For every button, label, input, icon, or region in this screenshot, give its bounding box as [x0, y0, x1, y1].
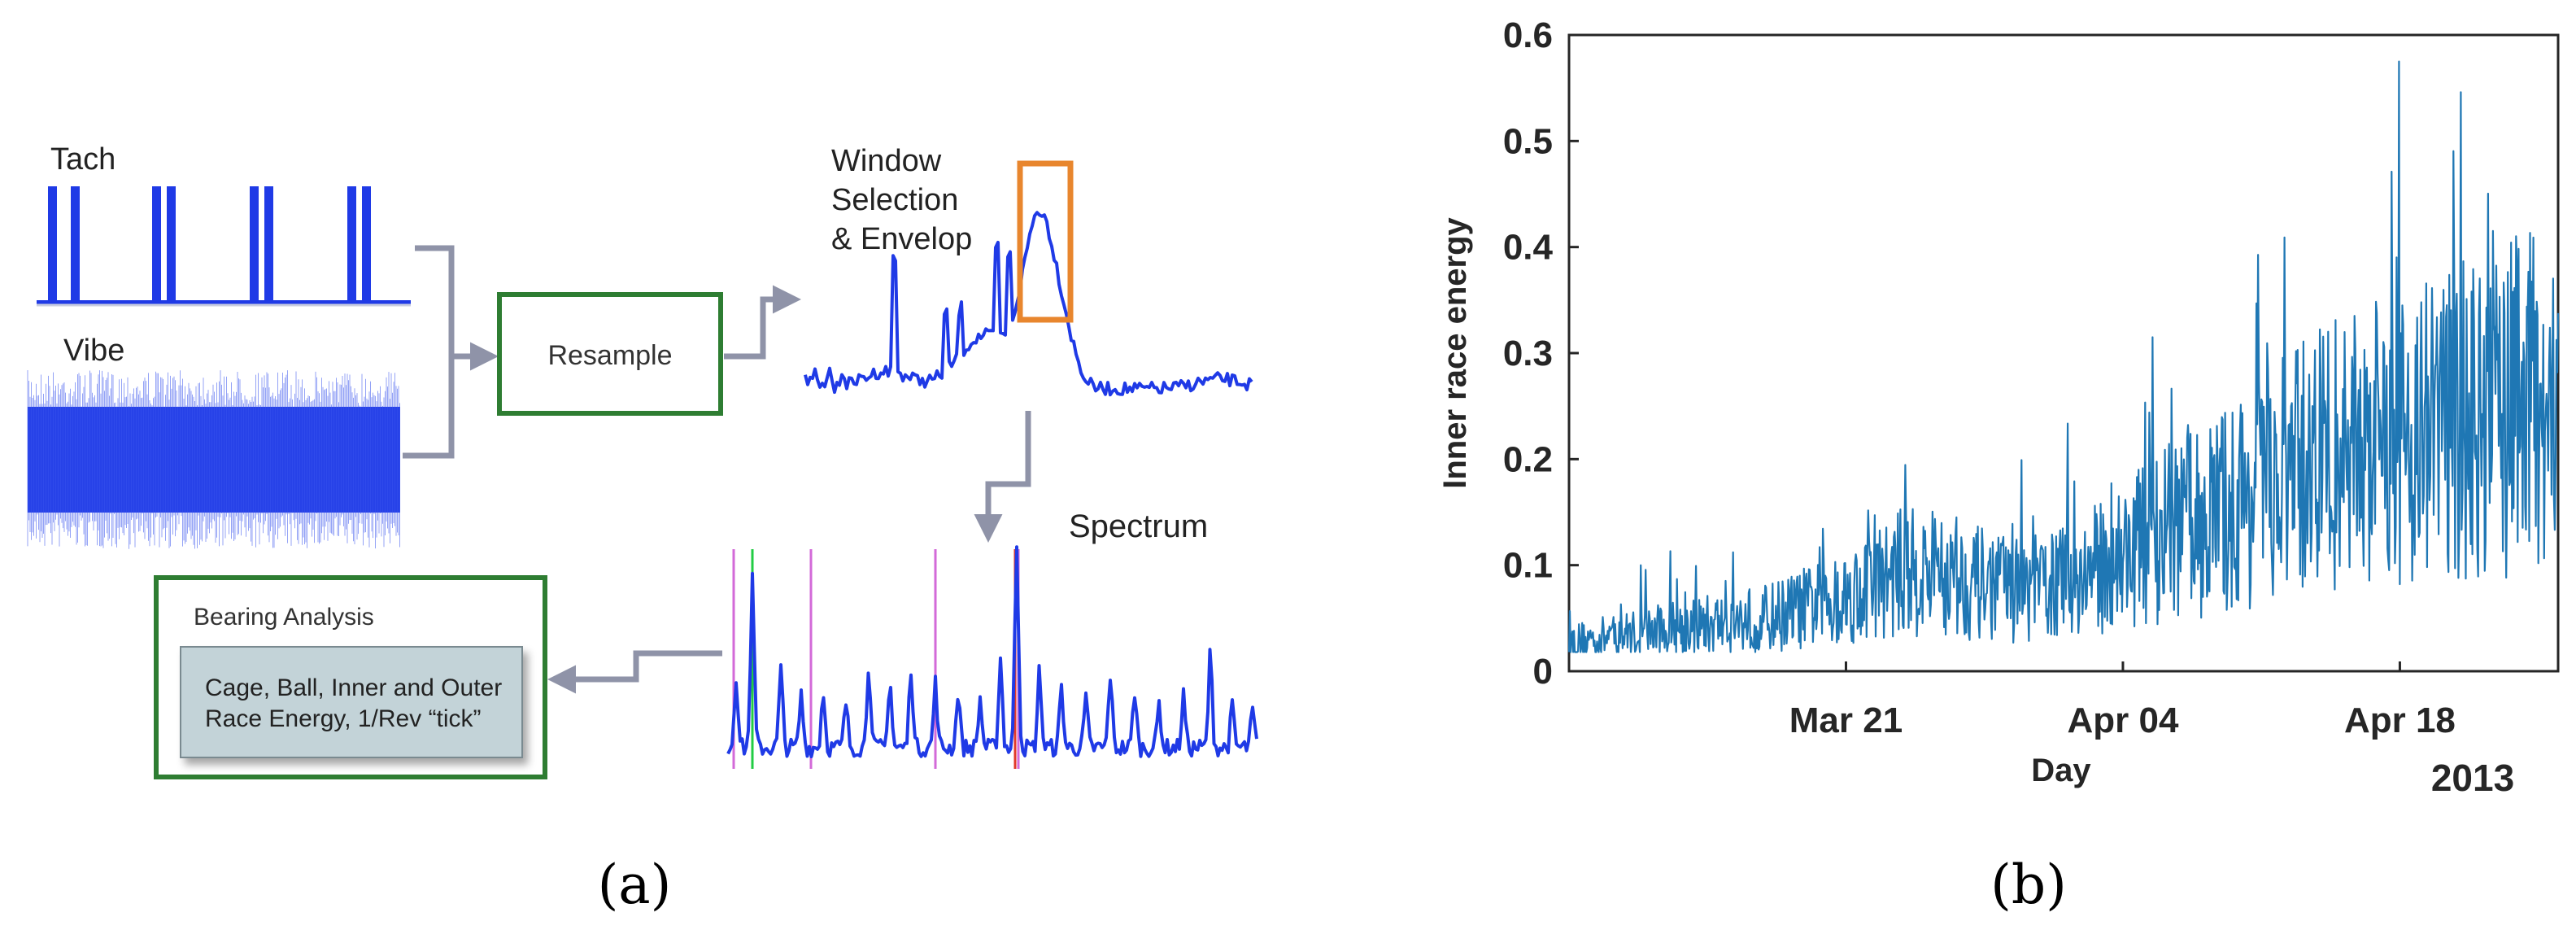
bearing-analysis-title: Bearing Analysis [194, 604, 374, 631]
y-tick-label: 0 [1533, 652, 1553, 692]
resample-box [497, 292, 723, 416]
spectrum-label: Spectrum [1069, 508, 1208, 544]
y-tick-label: 0.4 [1503, 228, 1554, 268]
bearing-results-box [180, 646, 523, 758]
resample-label: Resample [547, 340, 672, 371]
tach-signal [37, 186, 411, 305]
y-tick-label: 0.3 [1503, 334, 1553, 373]
vibe-signal [27, 370, 400, 549]
y-axis-label: Inner race energy [1437, 217, 1473, 489]
y-tick-label: 0.2 [1503, 439, 1553, 479]
window-label-line-1: Window [831, 144, 942, 178]
y-tick-label: 0.6 [1503, 15, 1553, 55]
panel-a-diagram: Tach Vibe Resample Window Selection & En… [27, 142, 1258, 916]
vibe-label: Vibe [63, 334, 124, 368]
panel-b-chart: 0 0.1 0.2 0.3 0.4 0.5 0.6 Mar 21 Apr 04 Apr 18 I… [1437, 15, 2560, 916]
window-label-line-3: & Envelop [831, 222, 972, 256]
x-axis-ticks: Mar 21 Apr 04 Apr 18 [1789, 661, 2456, 740]
envelope-signal [804, 211, 1253, 397]
panel-a-caption: (a) [598, 853, 672, 916]
x-tick-label: Apr 18 [2344, 700, 2456, 740]
vibe-noise [27, 370, 400, 549]
x-tick-label: Mar 21 [1789, 700, 1903, 740]
x-axis-year-label: 2013 [2431, 757, 2514, 799]
y-axis-ticks: 0 0.1 0.2 0.3 0.4 0.5 0.6 [1503, 15, 1579, 692]
bearing-results-line-2: Race Energy, 1/Rev “tick” [205, 705, 482, 732]
x-tick-label: Apr 04 [2067, 700, 2178, 740]
window-label-line-2: Selection [831, 183, 958, 217]
spectrum-signal [726, 545, 1258, 758]
tach-connector [415, 245, 455, 356]
tach-label: Tach [50, 142, 116, 177]
bearing-results-line-1: Cage, Ball, Inner and Outer [205, 674, 502, 701]
window-selection-box [1017, 160, 1074, 323]
x-axis-label: Day [2031, 753, 2091, 788]
panel-b-caption: (b) [1990, 853, 2067, 916]
envelope-to-spectrum-arrow [974, 411, 1031, 543]
y-tick-label: 0.5 [1503, 121, 1553, 161]
y-tick-label: 0.1 [1503, 546, 1553, 586]
resample-output-arrow [724, 285, 801, 360]
inner-race-energy-series [1567, 60, 2560, 653]
spectrum-to-bearing-arrow [547, 650, 722, 694]
vibe-connector [403, 356, 455, 459]
